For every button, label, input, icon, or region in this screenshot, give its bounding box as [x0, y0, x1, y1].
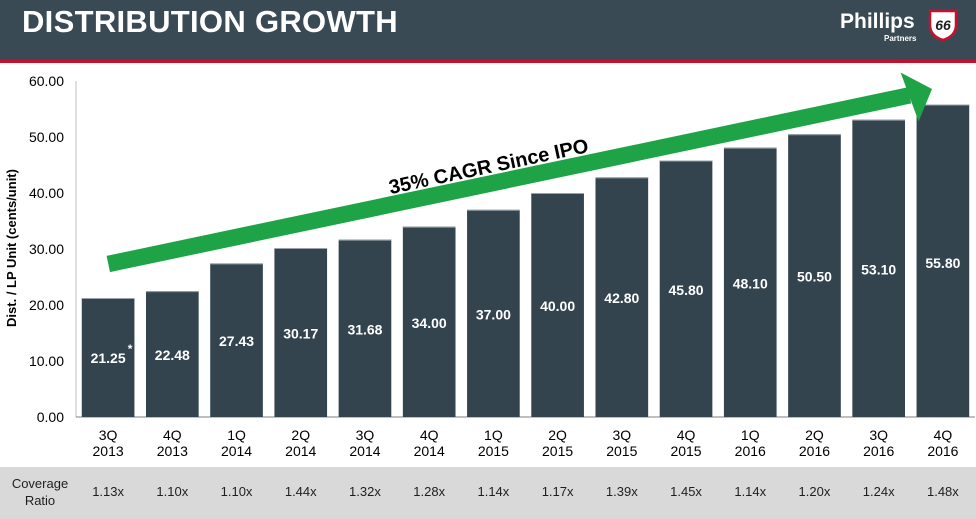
- y-axis-title: Dist. / LP Unit (cents/unit): [4, 169, 19, 327]
- x-tick-label: 3Q: [869, 427, 888, 443]
- shield-icon: 66: [928, 9, 958, 42]
- x-tick-label: 4Q: [420, 427, 439, 443]
- growth-arrow-shaft: [106, 87, 912, 273]
- coverage-label-line1: Coverage: [11, 476, 69, 491]
- company-logo: Phillips 66 Partners: [836, 5, 966, 50]
- bar: [210, 263, 263, 417]
- y-tick-label: 30.00: [29, 241, 64, 257]
- coverage-ratio-value: 1.17x: [541, 484, 574, 499]
- coverage-ratio-value: 1.13x: [92, 484, 124, 499]
- y-tick-label: 10.00: [29, 353, 64, 369]
- logo-wordmark: Phillips: [840, 10, 915, 33]
- x-tick-label: 2015: [478, 443, 509, 459]
- x-tick-label: 2013: [157, 443, 188, 459]
- bar-value-label: 40.00: [540, 298, 575, 314]
- bar-value-label: 27.43: [219, 333, 254, 349]
- bar: [788, 134, 841, 417]
- x-tick-label: 2016: [863, 443, 894, 459]
- growth-arrow: [106, 72, 932, 273]
- bar-value-label: 22.48: [155, 347, 190, 363]
- x-tick-label: 2015: [542, 443, 573, 459]
- bar: [338, 239, 392, 417]
- coverage-ratio-value: 1.32x: [349, 484, 381, 499]
- x-tick-label: 2Q: [548, 427, 567, 443]
- x-tick-label: 2015: [606, 443, 637, 459]
- y-tick-labels: 0.00 10.00 20.00 30.00 40.00 50.00 60.00: [29, 73, 64, 425]
- y-tick-label: 0.00: [37, 409, 64, 425]
- x-tick-labels: 3Q20134Q20131Q20142Q20143Q20144Q20141Q20…: [93, 427, 959, 459]
- coverage-ratio-value: 1.10x: [220, 484, 253, 499]
- bar-value-labels: 21.25* 22.48 27.43 30.17 31.68 34.00 37.00 40.0…: [91, 255, 961, 366]
- x-tick-label: 2Q: [805, 427, 824, 443]
- header-divider: [0, 60, 976, 63]
- header-bar: DISTRIBUTION GROWTH Phillips 66 Partners: [0, 0, 976, 60]
- bar-value-label: 34.00: [412, 315, 447, 331]
- coverage-label-line2: Ratio: [24, 493, 56, 508]
- x-tick-label: 1Q: [741, 427, 760, 443]
- x-tick-label: 2014: [285, 443, 316, 459]
- x-tick-label: 3Q: [356, 427, 375, 443]
- coverage-ratio-value: 1.14x: [477, 484, 510, 499]
- x-tick-label: 2016: [799, 443, 830, 459]
- coverage-ratio-value: 1.48x: [926, 484, 959, 499]
- y-tick-label: 40.00: [29, 185, 64, 201]
- coverage-ratio-row: Coverage Ratio 1.13x 1.10x 1.10x 1.44x 1.32x…: [0, 467, 976, 519]
- x-tick-label: 4Q: [163, 427, 182, 443]
- bar: [595, 177, 649, 417]
- coverage-ratio-label: Coverage Ratio: [0, 475, 80, 509]
- x-tick-label: 3Q: [99, 427, 118, 443]
- bar-chart: 0.00 10.00 20.00 30.00 40.00 50.00 60.00 21.25…: [4, 72, 975, 459]
- coverage-ratio-value: 1.10x: [156, 484, 189, 499]
- bar: [659, 160, 713, 417]
- x-tick-label: 1Q: [227, 427, 246, 443]
- coverage-ratio-value: 1.20x: [798, 484, 831, 499]
- coverage-ratio-value: 1.14x: [734, 484, 767, 499]
- x-tick-label: 2Q: [291, 427, 310, 443]
- y-tick-label: 20.00: [29, 297, 64, 313]
- bar-value-label: 37.00: [476, 306, 511, 322]
- x-tick-label: 4Q: [677, 427, 696, 443]
- x-tick-label: 2015: [670, 443, 701, 459]
- bar-value-label: 42.80: [604, 290, 639, 306]
- bar-value-label: 31.68: [347, 321, 382, 337]
- bar: [145, 291, 199, 417]
- bar: [723, 147, 777, 417]
- bar: [916, 104, 970, 417]
- page-title: DISTRIBUTION GROWTH: [22, 4, 398, 39]
- bar: [81, 298, 135, 417]
- bar: [852, 119, 906, 417]
- x-tick-label: 2014: [414, 443, 445, 459]
- bar-value-label: 53.10: [861, 261, 896, 277]
- bar: [274, 248, 328, 417]
- x-tick-label: 2014: [349, 443, 380, 459]
- coverage-ratio-value: 1.28x: [413, 484, 446, 499]
- logo-subtitle: Partners: [884, 34, 917, 43]
- coverage-ratio-value: 1.44x: [284, 484, 317, 499]
- x-tick-label: 2016: [927, 443, 958, 459]
- bar: [467, 209, 520, 417]
- y-tick-label: 60.00: [29, 73, 64, 89]
- bar-value-label: 55.80: [925, 255, 960, 271]
- coverage-ratio-value: 1.45x: [670, 484, 702, 499]
- x-tick-label: 2014: [221, 443, 252, 459]
- x-tick-label: 2013: [93, 443, 124, 459]
- x-tick-label: 1Q: [484, 427, 503, 443]
- coverage-ratio-value: 1.39x: [605, 484, 638, 499]
- logo-number: 66: [935, 17, 951, 33]
- growth-arrow-head: [900, 72, 932, 122]
- bar-value-label: 50.50: [797, 269, 832, 285]
- x-tick-label: 3Q: [612, 427, 631, 443]
- bar-value-label: 30.17: [283, 326, 318, 342]
- bar: [531, 193, 584, 417]
- x-tick-label: 4Q: [934, 427, 953, 443]
- bars: [81, 104, 970, 417]
- bar-value-label: 21.25: [91, 350, 126, 366]
- footnote-asterisk: *: [128, 342, 133, 356]
- bar-value-label: 45.80: [669, 282, 704, 298]
- coverage-ratio-value: 1.24x: [862, 484, 895, 499]
- bar-value-label: 48.10: [733, 275, 768, 291]
- x-tick-label: 2016: [735, 443, 766, 459]
- y-tick-label: 50.00: [29, 129, 64, 145]
- bar: [402, 226, 456, 417]
